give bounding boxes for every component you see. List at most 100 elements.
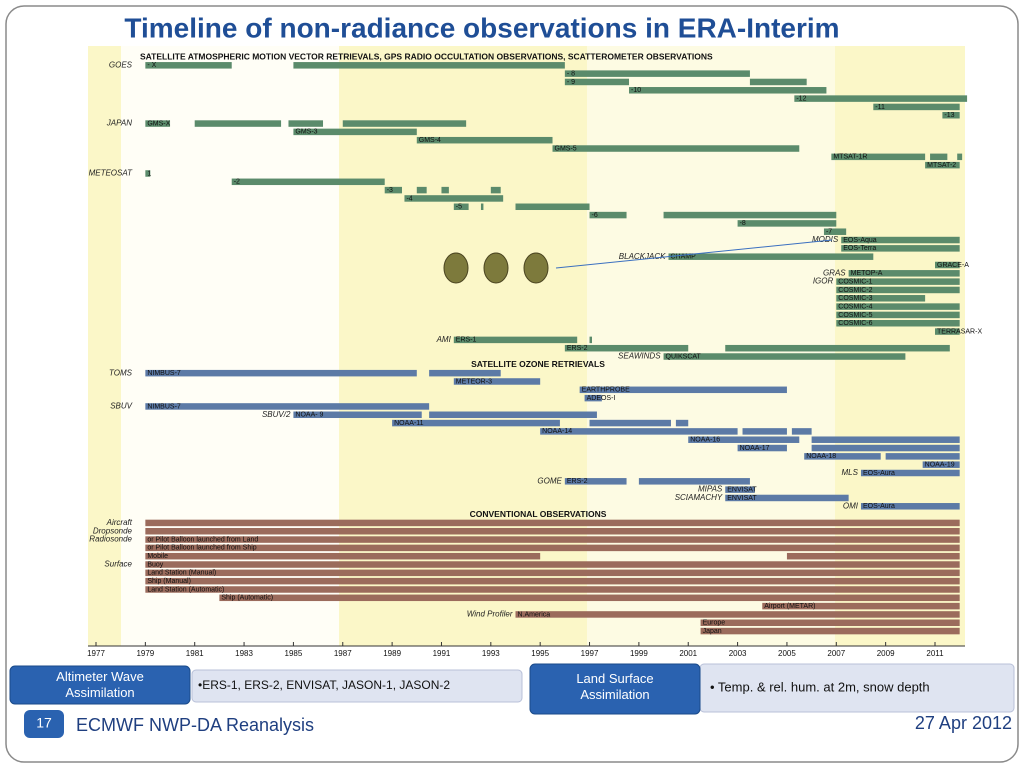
bar [145, 120, 171, 127]
bar-label: NOAA-19 [925, 462, 955, 469]
bar [629, 87, 827, 94]
group-label: BLACKJACK [619, 252, 666, 261]
bar-label: -12 [796, 95, 806, 102]
bar-label: COSMIC-5 [838, 312, 872, 319]
box-text: • Temp. & rel. hum. at 2m, snow depth [710, 679, 930, 694]
bar [540, 428, 738, 435]
bar [219, 594, 960, 602]
section-header: CONVENTIONAL OBSERVATIONS [470, 509, 607, 519]
bar-label: NOAA- 9 [295, 412, 323, 419]
bar [836, 278, 960, 285]
bar [293, 411, 422, 419]
bar-label: -10 [631, 87, 641, 94]
bar-label: NIMBUS-7 [147, 403, 181, 410]
bar-label: NOAA-14 [542, 428, 572, 435]
x-tick-label: 1987 [334, 649, 352, 658]
x-tick-label: 1979 [136, 649, 154, 658]
bar [925, 161, 960, 169]
bar [288, 120, 324, 127]
bar [742, 428, 787, 435]
bar-label: GRACE-A [937, 262, 969, 269]
bar-label: ENVISAT [727, 486, 757, 493]
x-tick-label: 1997 [581, 649, 599, 658]
bar-label: COSMIC-4 [838, 303, 872, 310]
bar [836, 303, 960, 310]
bar [836, 311, 960, 319]
bar-label: ERS-2 [567, 478, 588, 485]
bar-label: -6 [592, 212, 598, 219]
bar-label: COSMIC-6 [838, 320, 872, 327]
bar-label: -8 [740, 220, 746, 227]
bar [942, 111, 960, 119]
group-label: SCIAMACHY [675, 493, 723, 502]
bar-label: -13 [944, 112, 954, 119]
bar [584, 394, 602, 402]
bar-label: Japan [703, 628, 722, 635]
bar-label: GMS-4 [419, 137, 441, 144]
bar-label: CHAMP [670, 254, 696, 261]
bar-label: NOAA-11 [394, 420, 424, 427]
bar [404, 195, 504, 202]
bar [811, 444, 960, 452]
bar [725, 486, 755, 493]
bar [836, 319, 960, 327]
bar [453, 336, 578, 344]
bar-label: -5 [456, 204, 462, 211]
x-tick-label: 1983 [235, 649, 253, 658]
bar [725, 494, 849, 502]
bar [416, 136, 553, 144]
box-heading: Land Surface Assimilation [576, 671, 653, 702]
section-header: SATELLITE OZONE RETRIEVALS [471, 359, 605, 369]
bar [700, 619, 960, 627]
bar-label: ERS-1 [456, 337, 477, 344]
group-label: IGOR [813, 277, 834, 286]
bar [794, 95, 968, 102]
group-label: GOES [109, 60, 133, 69]
bar [957, 153, 963, 161]
bar-label: COSMIC-1 [838, 278, 872, 285]
bar [384, 186, 402, 194]
bar [786, 552, 960, 560]
bar [490, 186, 501, 194]
x-tick-label: 1993 [482, 649, 500, 658]
bar [453, 378, 541, 385]
bar [145, 544, 960, 552]
bar [145, 536, 960, 543]
group-label: AMI [436, 335, 452, 344]
bar [737, 444, 787, 452]
bar-label: MTSAT-2 [927, 162, 956, 169]
bar [860, 469, 960, 477]
bar [145, 170, 151, 177]
bar [145, 403, 430, 410]
bar [480, 203, 484, 211]
bar [145, 552, 541, 560]
bar [836, 295, 926, 302]
bar [823, 228, 847, 235]
x-tick-label: 1989 [383, 649, 401, 658]
footer-date: 27 Apr 2012 [915, 713, 1012, 733]
bar-label: Buoy [147, 561, 163, 568]
page-number: 17 [36, 715, 52, 731]
group-label: Aircraft [106, 518, 133, 527]
bar [663, 211, 837, 219]
bar-label: N.America [518, 611, 551, 618]
bar-label: or Pilot Balloon launched from Ship [147, 545, 256, 552]
bar-label: Airport (METAR) [764, 603, 815, 610]
bar-label: EOS-Aqua [843, 237, 877, 244]
bar-label: GMS-5 [555, 145, 577, 152]
bar-label: ERS-2 [567, 345, 588, 352]
bar-label: NOAA-18 [806, 453, 836, 460]
bar-label: GMS-X [147, 120, 170, 127]
bar [589, 419, 671, 427]
bar [145, 519, 960, 527]
bar [935, 328, 960, 335]
group-label: MLS [842, 468, 859, 477]
bar [441, 186, 449, 194]
x-tick-label: 2009 [877, 649, 895, 658]
bar [145, 577, 960, 585]
group-label: GOME [537, 476, 562, 485]
bar [930, 153, 948, 161]
bar-label: -4 [406, 195, 412, 202]
bar-label: Ship (Automatic) [221, 595, 273, 602]
